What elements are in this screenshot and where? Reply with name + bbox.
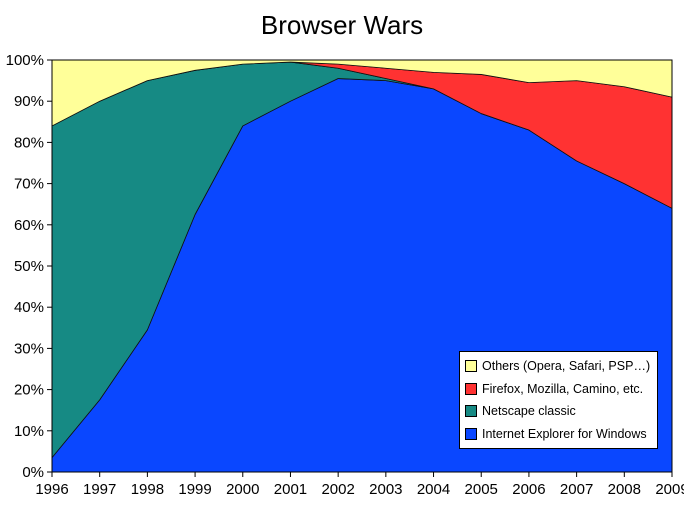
x-tick-label: 2007 [560,481,593,498]
legend-swatch-netscape [465,405,477,418]
x-tick-label: 2004 [417,481,450,498]
legend-swatch-others [465,360,477,373]
legend-item-others: Others (Opera, Safari, PSP…) [465,355,657,378]
y-tick-label: 60% [14,217,44,234]
x-tick-label: 2002 [321,481,354,498]
legend-item-firefox: Firefox, Mozilla, Camino, etc. [465,378,657,401]
x-tick-label: 1998 [131,481,164,498]
y-tick-label: 30% [14,340,44,357]
legend-label-firefox: Firefox, Mozilla, Camino, etc. [482,381,644,396]
legend-swatch-firefox [465,382,477,395]
y-tick-label: 40% [14,299,44,316]
y-tick-label: 10% [14,423,44,440]
x-tick-label: 2006 [512,481,545,498]
legend-item-ie: Internet Explorer for Windows [465,423,657,446]
x-tick-label: 1997 [83,481,116,498]
x-tick-label: 2008 [608,481,641,498]
x-tick-label: 2005 [465,481,498,498]
x-tick-label: 2009 [655,481,684,498]
y-tick-label: 100% [6,52,44,69]
y-tick-label: 50% [14,258,44,275]
x-tick-label: 1999 [178,481,211,498]
y-tick-label: 0% [22,464,44,481]
x-tick-label: 1996 [35,481,68,498]
x-tick-label: 2003 [369,481,402,498]
x-tick-label: 2001 [274,481,307,498]
legend-label-others: Others (Opera, Safari, PSP…) [482,359,651,374]
y-tick-label: 70% [14,176,44,193]
legend-label-ie: Internet Explorer for Windows [482,426,647,441]
y-tick-label: 80% [14,134,44,151]
y-tick-label: 90% [14,93,44,110]
legend: Others (Opera, Safari, PSP…) Firefox, Mo… [459,351,658,449]
legend-item-netscape: Netscape classic [465,400,657,423]
legend-label-netscape: Netscape classic [482,404,576,419]
chart-title: Browser Wars [260,10,424,40]
y-tick-label: 20% [14,382,44,399]
legend-swatch-ie [465,427,477,440]
x-tick-label: 2000 [226,481,259,498]
